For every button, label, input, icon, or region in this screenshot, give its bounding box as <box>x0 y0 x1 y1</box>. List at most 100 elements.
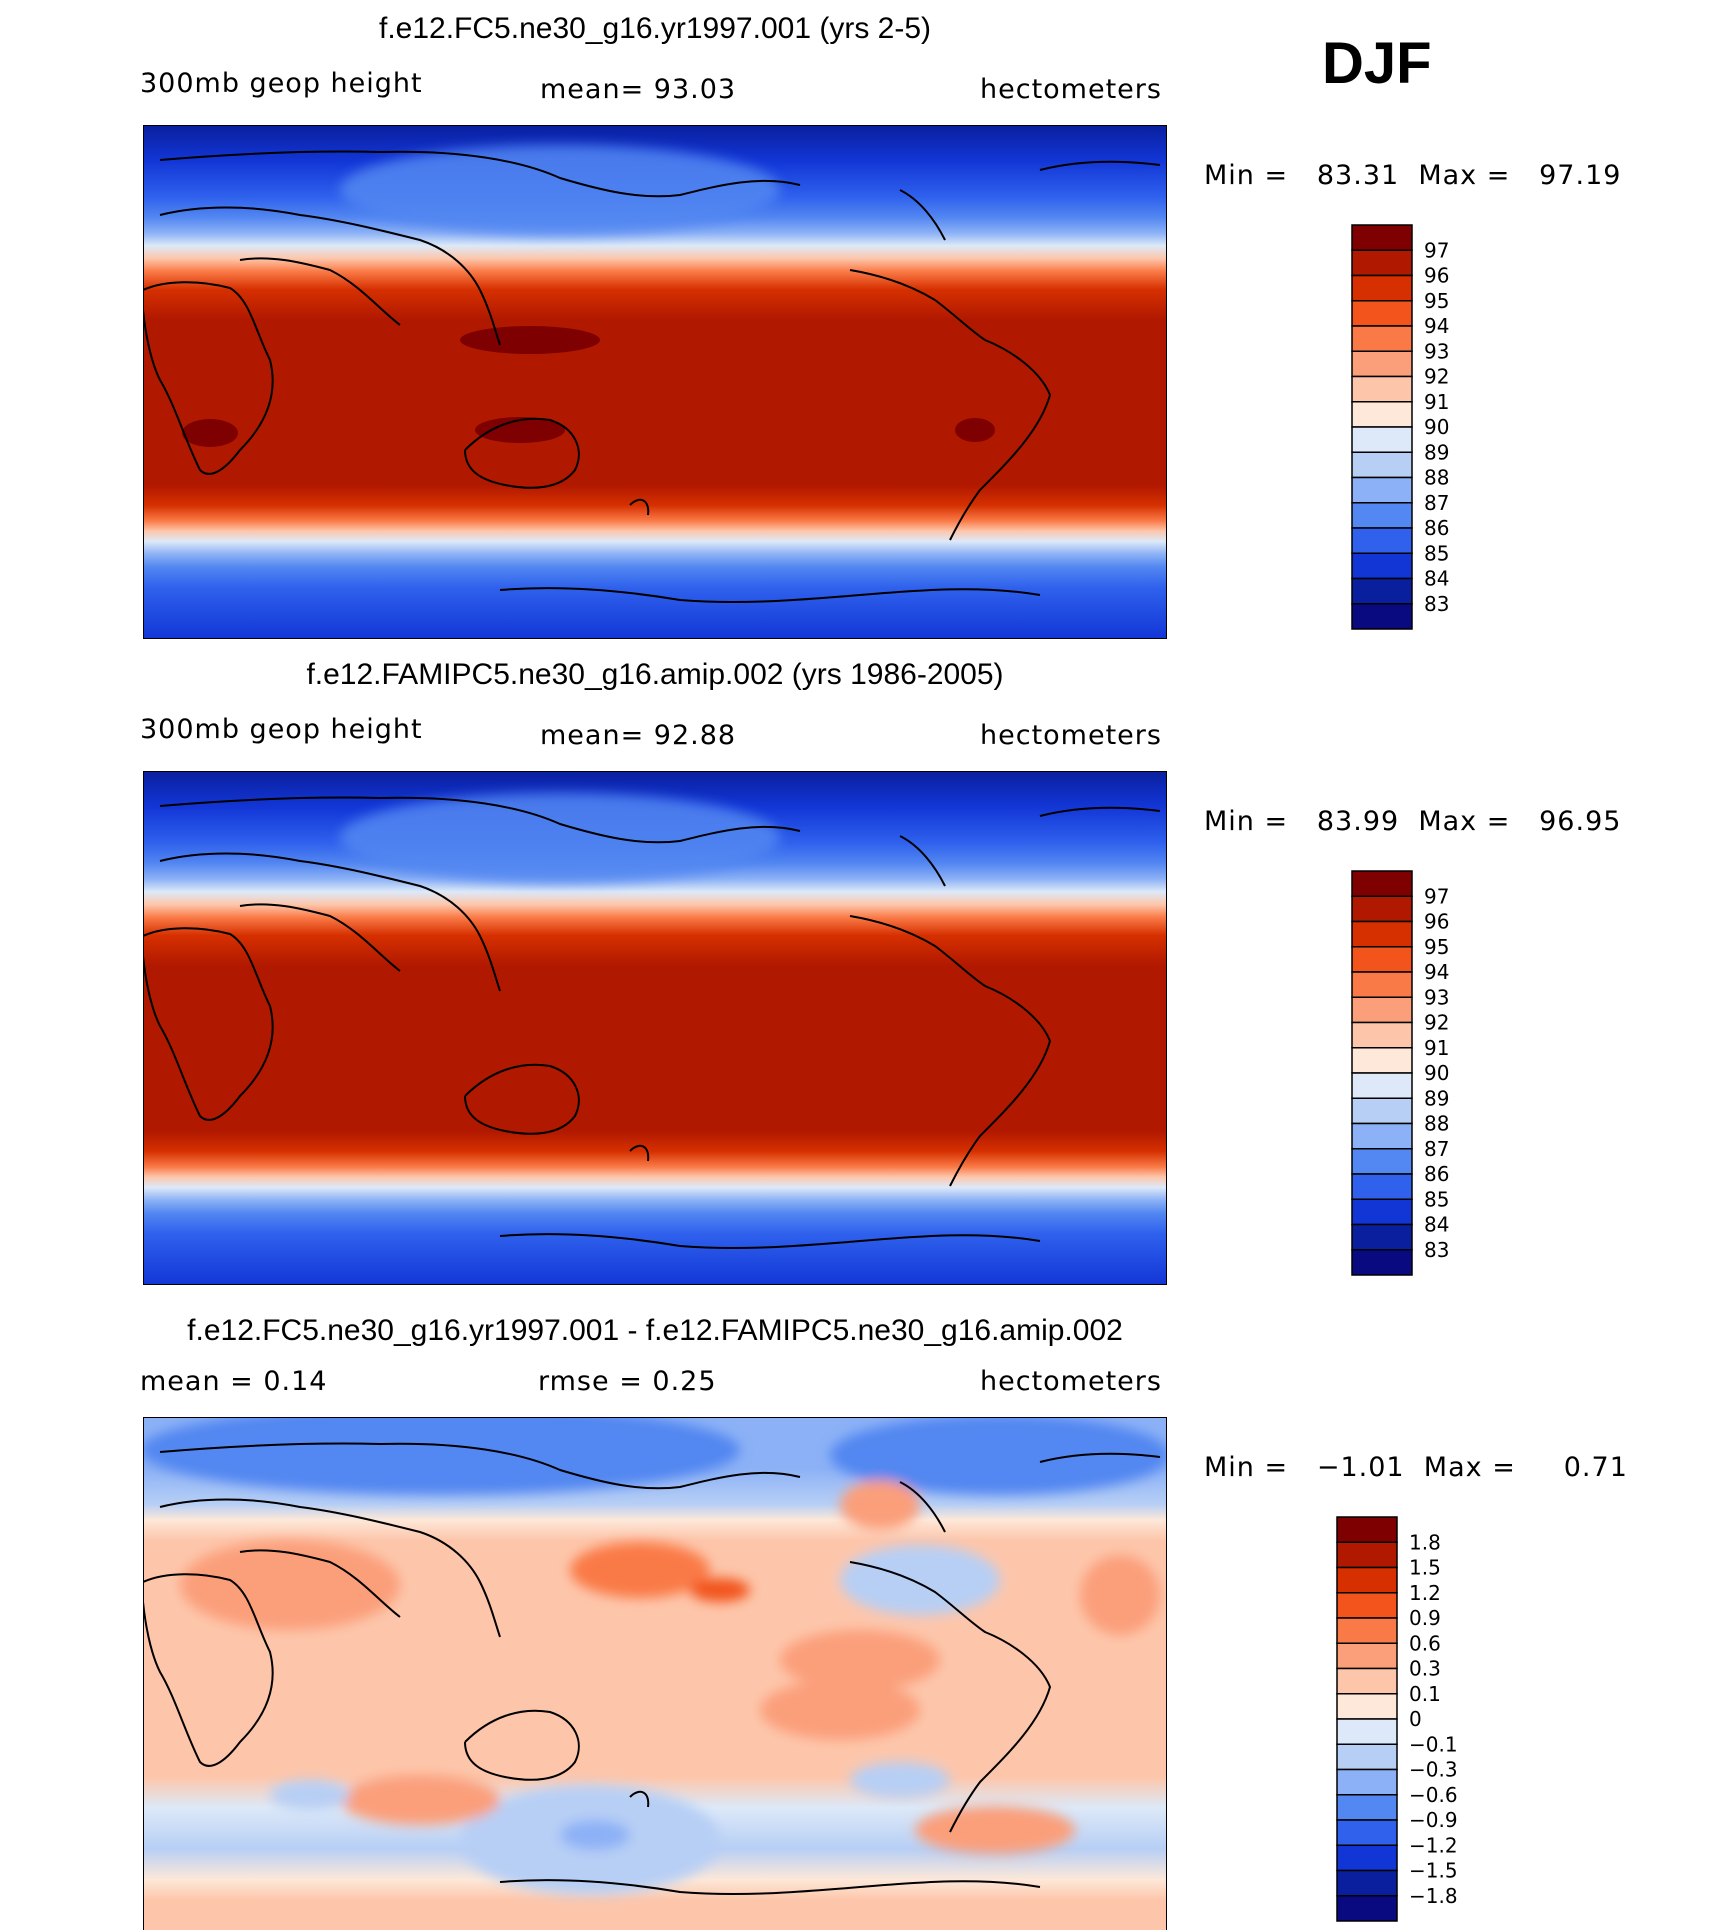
colorbar-1-tick-label: 83 <box>1424 592 1449 616</box>
colorbar-3: 1.81.51.20.90.60.30.10−0.1−0.3−0.6−0.9−1… <box>1336 1516 1458 1922</box>
colorbar-3-tick-label: −1.2 <box>1409 1833 1458 1857</box>
panel-1-max-value: 97.19 <box>1539 160 1622 191</box>
colorbar-1-swatch <box>1351 603 1413 630</box>
colorbar-2-tick-label: 88 <box>1424 1112 1449 1136</box>
colorbar-2-swatch <box>1351 1097 1413 1125</box>
colorbar-3-tick-label: −0.9 <box>1409 1808 1458 1832</box>
colorbar-1-tick-label: 89 <box>1424 440 1449 464</box>
colorbar-1-swatch <box>1351 451 1413 479</box>
colorbar-3-swatch <box>1336 1844 1398 1872</box>
panel-2-min-value: 83.99 <box>1316 806 1400 837</box>
panel-3-title: f.e12.FC5.ne30_g16.yr1997.001 - f.e12.FA… <box>187 1314 1123 1347</box>
colorbar-3-swatch <box>1336 1667 1398 1695</box>
colorbar-1-swatch <box>1351 224 1413 251</box>
panel-2-mean: mean= 92.88 <box>540 720 737 751</box>
colorbar-3-tick-label: 0 <box>1409 1707 1422 1731</box>
colorbar-1-swatch <box>1351 325 1413 352</box>
colorbar-2-tick-label: 97 <box>1424 884 1449 908</box>
colorbar-1-swatch <box>1351 577 1413 605</box>
colorbar-1-swatch <box>1351 476 1413 504</box>
colorbar-3-tick-label: −1.8 <box>1409 1884 1458 1908</box>
colorbar-2-swatch <box>1351 1198 1413 1226</box>
colorbar-3-swatch <box>1336 1516 1398 1543</box>
colorbar-1-tick-label: 87 <box>1424 491 1449 515</box>
colorbar-1-tick-label: 88 <box>1424 466 1449 490</box>
panel-1-mean: mean= 93.03 <box>540 74 737 105</box>
colorbar-2-swatch <box>1351 870 1413 897</box>
panel-1-map <box>143 125 1167 639</box>
colorbar-1-swatch <box>1351 527 1413 554</box>
colorbar-1-tick-label: 97 <box>1424 238 1449 262</box>
colorbar-1-tick-label: 86 <box>1424 516 1449 540</box>
colorbar-1-tick-label: 94 <box>1424 314 1449 338</box>
season-label: DJF <box>1322 31 1432 96</box>
colorbar-3-swatch <box>1336 1819 1398 1846</box>
colorbar-2-tick-label: 89 <box>1424 1086 1449 1110</box>
colorbar-2-tick-label: 91 <box>1424 1036 1449 1060</box>
colorbar-2-swatch <box>1351 1249 1413 1276</box>
panel-2-title: f.e12.FAMIPC5.ne30_g16.amip.002 (yrs 198… <box>306 658 1004 691</box>
panel-3-max-label: Max = <box>1423 1452 1516 1483</box>
colorbar-3-swatch <box>1336 1642 1398 1670</box>
colorbar-3-swatch <box>1336 1693 1398 1720</box>
colorbar-3-swatch <box>1336 1566 1398 1594</box>
panel-2-min-label: Min = <box>1204 806 1289 837</box>
panel-2-minmax: Min = 83.99 Max = 96.95 <box>1204 806 1621 837</box>
colorbar-2-tick-label: 96 <box>1424 910 1449 934</box>
colorbar-3-tick-label: −0.3 <box>1409 1758 1458 1782</box>
colorbar-2-tick-label: 87 <box>1424 1137 1449 1161</box>
colorbar-2-swatch <box>1351 946 1413 973</box>
panel-1-max-region <box>460 326 600 354</box>
colorbar-1-swatch <box>1351 401 1413 428</box>
colorbar-3-tick-label: 0.9 <box>1409 1606 1441 1630</box>
panel-1-variable: 300mb geop height <box>140 68 423 99</box>
colorbar-3-tick-label: 0.3 <box>1409 1657 1441 1681</box>
colorbar-1-swatch <box>1351 274 1413 302</box>
colorbar-1-tick-label: 85 <box>1424 541 1449 565</box>
panel-2-coastlines <box>143 796 1161 1250</box>
panel-2-max-label: Max = <box>1418 806 1511 837</box>
colorbar-2-tick-label: 84 <box>1424 1213 1449 1237</box>
colorbar-3-swatch <box>1336 1895 1398 1922</box>
colorbar-3-swatch <box>1336 1768 1398 1796</box>
colorbar-2-tick-label: 94 <box>1424 960 1449 984</box>
panel-1-coastlines <box>143 150 1161 604</box>
colorbar-3-tick-label: −0.6 <box>1409 1783 1458 1807</box>
colorbar-3-swatch <box>1336 1869 1398 1897</box>
colorbar-2-swatch <box>1351 1072 1413 1099</box>
colorbar-1-swatch <box>1351 249 1413 277</box>
panel-2-units: hectometers <box>980 720 1162 751</box>
colorbar-2-swatch <box>1351 971 1413 998</box>
panel-1-min-value: 83.31 <box>1316 160 1400 191</box>
colorbar-2-swatch <box>1351 1173 1413 1200</box>
colorbar-3-tick-label: 1.8 <box>1409 1530 1441 1554</box>
panel-1-max-label: Max = <box>1418 160 1511 191</box>
colorbar-3-tick-label: −1.5 <box>1409 1859 1458 1883</box>
colorbar-2-tick-label: 86 <box>1424 1162 1449 1186</box>
panel-3-map <box>143 1417 1167 1930</box>
colorbar-3-swatch <box>1336 1617 1398 1644</box>
colorbar-2-tick-label: 90 <box>1424 1061 1449 1085</box>
panel-3-rmse: rmse = 0.25 <box>538 1366 717 1397</box>
colorbar-3-swatch <box>1336 1743 1398 1771</box>
colorbar-1-tick-label: 92 <box>1424 365 1449 389</box>
colorbar-3-tick-label: 1.5 <box>1409 1556 1441 1580</box>
colorbar-1-tick-label: 90 <box>1424 415 1449 439</box>
panel-1-minmax: Min = 83.31 Max = 97.19 <box>1204 160 1621 191</box>
panel-3-min-label: Min = <box>1204 1452 1289 1483</box>
panel-3-units: hectometers <box>980 1366 1162 1397</box>
panel-3-minmax: Min = −1.01 Max = 0.71 <box>1204 1452 1628 1483</box>
colorbar-1-tick-label: 93 <box>1424 339 1449 363</box>
colorbar-1-swatch <box>1351 502 1413 529</box>
colorbar-2-swatch <box>1351 996 1413 1024</box>
panel-3-max-value: 0.71 <box>1563 1452 1628 1483</box>
colorbar-2-tick-label: 85 <box>1424 1187 1449 1211</box>
colorbar-3-swatch <box>1336 1592 1398 1619</box>
colorbar-2-tick-label: 92 <box>1424 1011 1449 1035</box>
panel-1-units: hectometers <box>980 74 1162 105</box>
colorbar-2-swatch <box>1351 1148 1413 1175</box>
panel-3-min-value: −1.01 <box>1316 1452 1405 1483</box>
